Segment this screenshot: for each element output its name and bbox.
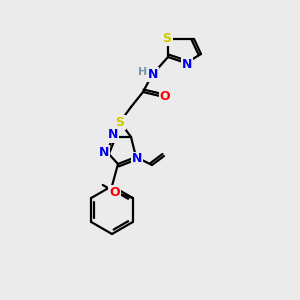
Text: N: N: [99, 146, 109, 158]
Text: N: N: [108, 128, 118, 142]
Text: N: N: [182, 58, 192, 70]
Text: S: S: [116, 116, 124, 128]
Text: H: H: [138, 67, 148, 77]
Text: O: O: [110, 185, 120, 199]
Text: S: S: [163, 32, 172, 44]
Text: N: N: [148, 68, 158, 80]
Text: N: N: [132, 152, 142, 166]
Text: O: O: [160, 89, 170, 103]
